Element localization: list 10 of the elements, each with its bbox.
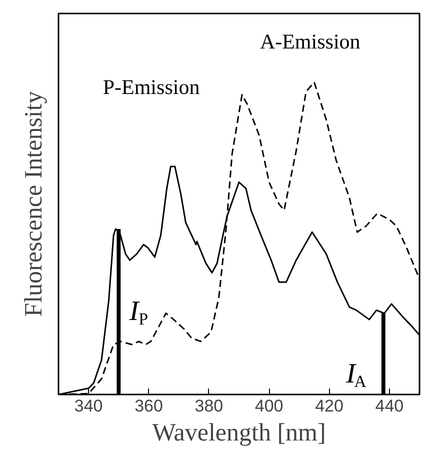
x-tick-label: 420 [315, 396, 344, 416]
x-tick-label: 400 [254, 396, 284, 416]
text: A-Emission [260, 30, 361, 54]
x-tick-label: 340 [74, 396, 103, 416]
x-tick-label: 360 [134, 396, 163, 416]
x-tick-label: 440 [375, 396, 404, 416]
annotation: P-Emission [102, 75, 200, 100]
x-axis-title: Wavelength [nm] [152, 420, 326, 446]
y-axis-title: Fluorescence Intensity [20, 90, 48, 317]
x-tick-label: 380 [194, 396, 224, 416]
